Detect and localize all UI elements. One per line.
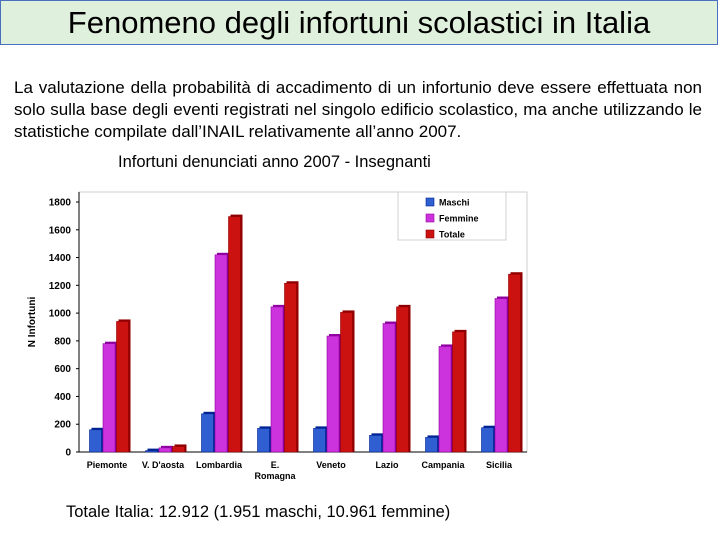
x-category-label: Lombardia: [196, 460, 243, 470]
bar-femmine: [438, 346, 452, 453]
bar-femmine: [382, 323, 396, 453]
bar-maschi: [257, 428, 270, 453]
intro-paragraph: La valutazione della probabilità di acca…: [14, 78, 702, 141]
legend-label: Femmine: [439, 214, 479, 224]
slide-title: Fenomeno degli infortuni scolastici in I…: [67, 4, 651, 40]
x-category-label: Campania: [421, 460, 465, 470]
title-box: Fenomeno degli infortuni scolastici in I…: [0, 0, 718, 45]
bar-totale: [396, 306, 409, 453]
bar-totale: [284, 282, 297, 453]
legend-box: [397, 191, 507, 241]
y-tick-label: 1800: [49, 198, 72, 209]
x-category-label: Lazio: [375, 460, 399, 470]
y-tick-label: 1200: [49, 281, 72, 292]
y-tick-label: 600: [54, 364, 71, 375]
bar-totale: [172, 446, 185, 453]
bar-maschi: [425, 437, 438, 453]
bar-femmine: [326, 335, 340, 453]
bar-maschi: [89, 429, 102, 453]
bar-shadow: [147, 448, 160, 452]
bar-totale: [116, 321, 129, 453]
bar-femmine: [214, 254, 228, 453]
bar-maschi: [201, 413, 214, 453]
bar-femmine: [102, 343, 116, 453]
y-tick-label: 800: [54, 336, 71, 347]
bar-totale: [508, 273, 521, 453]
bar-femmine: [494, 298, 508, 453]
y-tick-label: 1400: [49, 253, 72, 264]
y-tick-label: 200: [54, 420, 71, 431]
legend-swatch: [425, 229, 435, 239]
bar-maschi: [313, 428, 326, 453]
x-category-label: Sicilia: [486, 460, 513, 470]
bar-maschi: [369, 435, 382, 453]
legend-swatch: [425, 213, 435, 223]
bar-totale: [340, 312, 353, 453]
x-category-label: Piemonte: [87, 460, 128, 470]
footer-total: Totale Italia: 12.912 (1.951 maschi, 10.…: [66, 503, 451, 521]
bar-maschi: [481, 427, 494, 453]
legend-label: Totale: [439, 230, 465, 240]
bar-totale: [452, 331, 465, 453]
y-tick-label: 400: [54, 392, 71, 403]
bar-femmine: [270, 306, 284, 453]
bar-totale: [228, 216, 241, 453]
bar-maschi: [145, 450, 158, 453]
y-axis-label: N Infortuni: [27, 297, 38, 348]
x-category-label: Veneto: [316, 460, 346, 470]
chart-caption: Infortuni denunciati anno 2007 - Insegna…: [118, 153, 431, 171]
legend-label: Maschi: [439, 198, 470, 208]
bar-femmine: [158, 447, 172, 453]
x-category-label: E.: [271, 460, 280, 470]
legend-swatch: [425, 197, 435, 207]
x-category-label: Romagna: [254, 471, 296, 481]
y-tick-label: 0: [65, 448, 71, 459]
x-category-label: V. D'aosta: [142, 460, 185, 470]
y-tick-label: 1600: [49, 225, 72, 236]
y-tick-label: 1000: [49, 309, 72, 320]
